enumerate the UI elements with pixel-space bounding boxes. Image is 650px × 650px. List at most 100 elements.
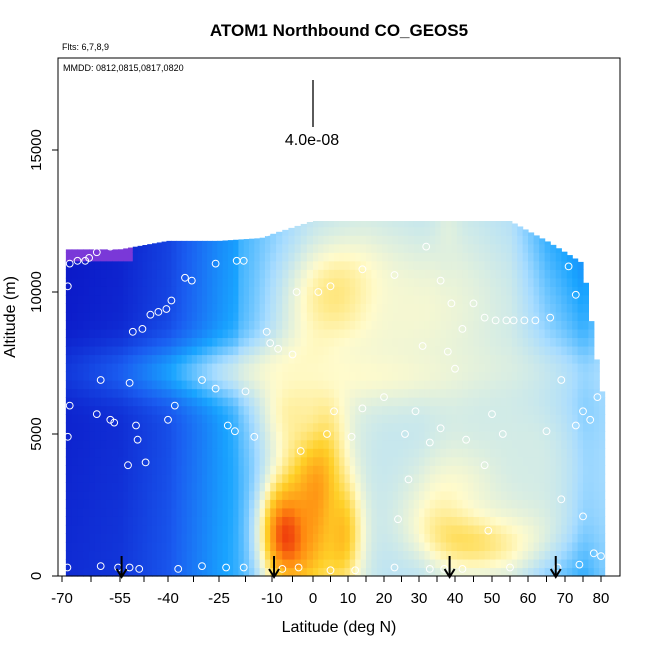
heatmap-cell (254, 345, 261, 356)
heatmap-cell (112, 260, 119, 270)
heatmap-cell (495, 558, 502, 569)
heatmap-cell (294, 499, 302, 509)
heatmap-cell (506, 397, 513, 407)
heatmap-cell (593, 439, 600, 449)
heatmap-cell (495, 221, 502, 228)
heatmap-cell (186, 431, 193, 441)
heatmap-cell (233, 473, 240, 483)
heatmap-cell (137, 473, 143, 483)
heatmap-cell (490, 550, 497, 560)
arrow-head (443, 568, 456, 579)
heatmap-cell (259, 405, 266, 415)
heatmap-cell (403, 473, 410, 483)
heatmap-cell (451, 328, 458, 339)
heatmap-cell (212, 311, 218, 321)
heatmap-cell (171, 439, 178, 449)
heatmap-cell (561, 465, 568, 475)
heatmap-cell (191, 328, 198, 339)
heatmap-cell (371, 345, 378, 356)
heatmap-cell (249, 439, 255, 449)
heatmap-cell (89, 380, 96, 390)
heatmap-cell (83, 541, 90, 552)
heatmap-cell (451, 388, 458, 398)
heatmap-cell (360, 482, 367, 492)
heatmap-cell (152, 482, 158, 492)
heatmap-cell (100, 371, 108, 381)
heatmap-cell (382, 456, 389, 466)
heatmap-cell (473, 507, 480, 517)
heatmap-cell (403, 482, 410, 492)
heatmap-cell (171, 456, 178, 466)
sample-point (138, 325, 147, 333)
heatmap-cell (217, 550, 224, 560)
heatmap-cell (550, 397, 557, 407)
heatmap-cell (456, 277, 463, 287)
heatmap-cell (100, 490, 108, 500)
heatmap-cell (360, 405, 367, 415)
heatmap-cell (528, 260, 535, 270)
heatmap-cell (572, 558, 579, 569)
sample-point (232, 256, 241, 265)
heatmap-cell (217, 252, 224, 262)
heatmap-cell (142, 252, 148, 262)
heatmap-cell (413, 414, 420, 424)
sample-point (506, 563, 514, 572)
heatmap-cell (473, 533, 480, 543)
heatmap-cell (429, 277, 436, 287)
heatmap-cell (344, 294, 351, 304)
heatmap-cell (511, 320, 518, 330)
heatmap-cell (561, 388, 568, 398)
heatmap-cell (147, 541, 153, 552)
heatmap-cell (479, 371, 486, 381)
heatmap-cell (577, 277, 584, 287)
heatmap-cell (123, 380, 129, 390)
heatmap-cell (533, 456, 540, 466)
heatmap-cell (166, 311, 172, 321)
heatmap-cell (467, 388, 475, 398)
sample-point (411, 407, 420, 416)
arrow-head (268, 568, 280, 579)
heatmap-cell (495, 465, 502, 475)
heatmap-cell (355, 294, 362, 304)
heatmap-cell (181, 354, 188, 364)
sample-point (579, 512, 587, 521)
heatmap-cell (371, 567, 378, 577)
heatmap-cell (334, 516, 340, 526)
heatmap-cell (161, 397, 167, 407)
heatmap-cell (528, 243, 535, 253)
heatmap-cell (588, 541, 595, 552)
heatmap-cell (259, 354, 266, 364)
heatmap-cell (419, 277, 425, 287)
heatmap-cell (479, 550, 486, 560)
heatmap-cell (429, 345, 436, 356)
heatmap-cell (112, 252, 119, 262)
heatmap-cell (419, 541, 425, 552)
heatmap-cell (196, 541, 203, 552)
heatmap-cell (152, 277, 158, 287)
heatmap-cell (398, 414, 404, 424)
heatmap-cell (132, 286, 139, 296)
heatmap-cell (429, 260, 436, 270)
heatmap-cell (100, 499, 108, 509)
heatmap-cell (467, 328, 475, 339)
heatmap-cell (419, 507, 425, 517)
heatmap-cell (473, 226, 480, 236)
heatmap-cell (360, 431, 367, 441)
heatmap-cell (186, 311, 193, 321)
heatmap-cell (202, 524, 208, 534)
sample-point (63, 432, 72, 441)
heatmap-cell (583, 397, 589, 407)
heatmap-cell (288, 516, 296, 526)
heatmap-cell (161, 286, 167, 296)
heatmap-cell (156, 524, 163, 534)
heatmap-cell (544, 448, 551, 458)
heatmap-cell (539, 311, 546, 321)
heatmap-cell (77, 550, 84, 560)
heatmap-cell (227, 269, 234, 279)
heatmap-cell (506, 439, 513, 449)
heatmap-cell (550, 431, 557, 441)
heatmap-cell (100, 260, 108, 270)
heatmap-cell (479, 354, 486, 364)
heatmap-cell (539, 337, 546, 347)
heatmap-cell (196, 269, 203, 279)
